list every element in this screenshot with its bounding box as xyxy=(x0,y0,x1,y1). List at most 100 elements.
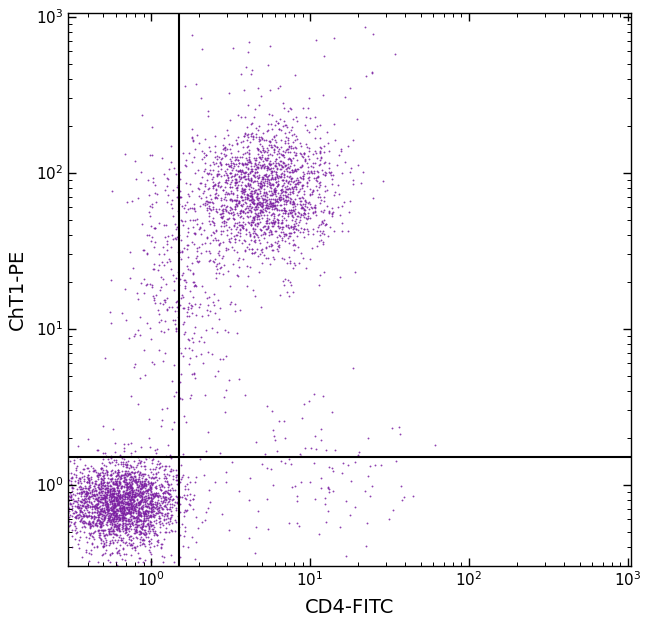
Point xyxy=(88,528,98,538)
Point xyxy=(105,497,115,507)
Point xyxy=(72,488,83,498)
Point xyxy=(102,481,112,491)
Point xyxy=(284,223,294,233)
Point xyxy=(147,507,157,517)
Point xyxy=(320,186,330,196)
Point xyxy=(140,478,150,488)
Point xyxy=(130,491,140,501)
Point xyxy=(243,180,254,190)
Point xyxy=(229,180,240,190)
Point xyxy=(124,491,134,501)
Point xyxy=(361,71,371,81)
Point xyxy=(172,296,183,306)
Point xyxy=(233,161,244,171)
Point xyxy=(101,492,111,502)
Point xyxy=(130,546,140,556)
Point xyxy=(140,527,150,537)
Point xyxy=(139,511,150,521)
Point xyxy=(143,433,153,443)
Point xyxy=(241,203,252,213)
Point xyxy=(85,480,96,490)
Point xyxy=(156,479,166,489)
Point xyxy=(77,522,87,532)
Point xyxy=(117,520,127,530)
Point xyxy=(135,483,145,493)
Point xyxy=(129,496,139,506)
Point xyxy=(76,511,86,521)
Point xyxy=(256,91,266,101)
Point xyxy=(80,502,90,512)
Point xyxy=(226,156,237,166)
Point xyxy=(247,166,257,176)
Point xyxy=(265,186,276,196)
Point xyxy=(315,148,325,158)
Point xyxy=(106,522,116,532)
Point xyxy=(91,518,101,528)
Point xyxy=(265,196,275,206)
Point xyxy=(282,220,293,230)
Point xyxy=(107,486,117,496)
Point xyxy=(153,513,164,523)
Point xyxy=(263,203,274,213)
Point xyxy=(177,291,187,301)
Point xyxy=(121,460,131,470)
Point xyxy=(293,208,304,218)
Point xyxy=(256,206,266,216)
Point xyxy=(214,158,225,168)
Point xyxy=(220,204,230,214)
Point xyxy=(88,492,98,502)
Point xyxy=(127,472,138,482)
Point xyxy=(252,221,263,231)
Point xyxy=(246,195,256,205)
Point xyxy=(111,500,121,510)
Point xyxy=(98,448,109,458)
Point xyxy=(129,512,139,522)
Point xyxy=(252,189,263,199)
Point xyxy=(261,169,271,179)
Point xyxy=(276,156,286,166)
Point xyxy=(147,151,157,161)
Point xyxy=(218,269,229,279)
Point xyxy=(99,484,110,494)
Point xyxy=(124,487,135,497)
Point xyxy=(274,223,284,233)
Point xyxy=(123,469,133,479)
Point xyxy=(276,456,287,466)
Point xyxy=(123,482,133,492)
Point xyxy=(119,502,129,512)
Point xyxy=(95,521,105,531)
Point xyxy=(161,461,171,471)
Point xyxy=(296,173,306,183)
Point xyxy=(126,438,136,448)
Point xyxy=(159,219,170,229)
Point xyxy=(135,467,145,477)
Point xyxy=(227,182,237,192)
Point xyxy=(283,253,294,262)
Point xyxy=(130,506,140,516)
Point xyxy=(137,522,148,532)
Point xyxy=(245,211,255,221)
Point xyxy=(276,188,286,198)
Point xyxy=(96,486,106,496)
Point xyxy=(93,471,103,481)
Point xyxy=(263,153,273,163)
Point xyxy=(239,189,249,199)
Point xyxy=(109,492,120,502)
Point xyxy=(300,209,310,219)
Point xyxy=(231,230,241,240)
Point xyxy=(311,226,322,236)
Point xyxy=(82,511,92,521)
Point xyxy=(100,508,110,518)
Point xyxy=(267,209,278,219)
Point xyxy=(242,261,252,271)
Point xyxy=(174,199,184,209)
Point xyxy=(257,207,267,217)
Point xyxy=(297,228,307,238)
Point xyxy=(161,527,171,537)
Point xyxy=(228,208,239,217)
Point xyxy=(77,501,87,511)
Point xyxy=(90,491,100,501)
Point xyxy=(161,502,171,512)
Point xyxy=(154,505,164,515)
Point xyxy=(91,494,101,504)
